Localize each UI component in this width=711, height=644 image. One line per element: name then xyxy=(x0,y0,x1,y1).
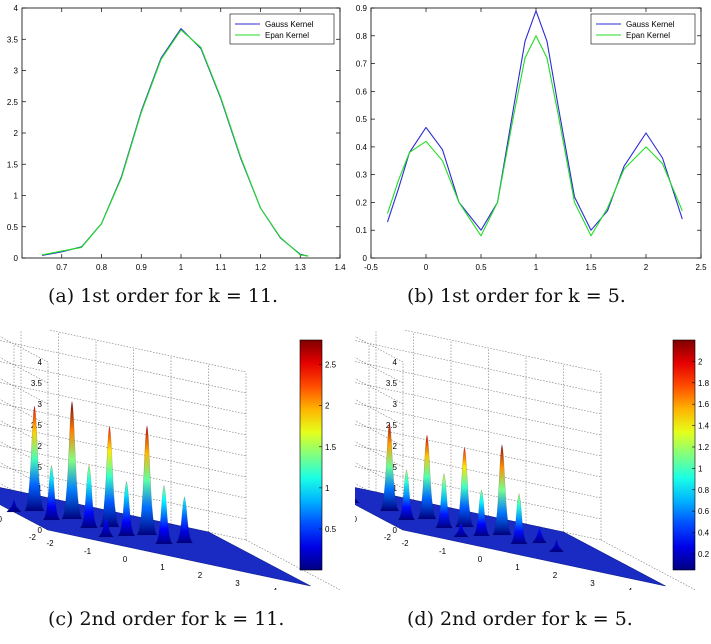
y-tick-label: 1 xyxy=(14,192,19,201)
colorbar xyxy=(673,340,695,570)
y-tick-label: 2.5 xyxy=(7,98,19,107)
caption-a: (a) 1st order for k = 11. xyxy=(48,285,278,307)
x-tick-label: 0.5 xyxy=(475,263,487,272)
y-tick-label: -2 xyxy=(29,533,37,542)
z-tick-label: 4 xyxy=(38,358,43,367)
y-tick-label: 1.5 xyxy=(7,160,19,169)
panel-b: -0.5 0 0.5 1 1.5 2 2.5 0 0.1 0.2 0.3 0.4 0.5 0.6 0.7 0.… xyxy=(355,0,711,320)
y-tick-label: 3.5 xyxy=(7,35,19,44)
colorbar-tick-label: 2 xyxy=(325,402,330,411)
y-tick-label: 0.8 xyxy=(356,32,368,41)
x-tick-label: 0 xyxy=(424,263,429,272)
x-tick-label: 2 xyxy=(644,263,649,272)
x-tick-label: 1.2 xyxy=(255,263,267,272)
caption-b: (b) 1st order for k = 5. xyxy=(407,285,626,307)
x-tick-label: 1.3 xyxy=(295,263,307,272)
z-tick-label: 2 xyxy=(393,442,398,451)
y-tick-label: 3 xyxy=(14,67,19,76)
x-tick-label: 2 xyxy=(553,571,558,580)
colorbar-tick-label: 1 xyxy=(325,484,330,493)
chart-b-line: -0.5 0 0.5 1 1.5 2 2.500.10.20.30.40.50.60.70.… xyxy=(355,0,711,275)
x-tick-label: 1.1 xyxy=(215,263,227,272)
colorbar xyxy=(300,340,322,570)
panel-a: 0.7 0.8 0.9 1 1.1 1.2 1.3 1.4 0 0.5 1 1.5 2 2.5 3 3.5 4 G… xyxy=(0,0,355,320)
colorbar-tick-label: 0.2 xyxy=(698,550,710,559)
y-tick-label: 0.5 xyxy=(356,115,368,124)
x-tick-label: 3 xyxy=(235,579,240,588)
caption-c: (c) 2nd order for k = 11. xyxy=(48,608,284,630)
x-tick-label: 1 xyxy=(179,263,184,272)
y-tick-label: 0 xyxy=(355,515,358,524)
x-tick-label: 4 xyxy=(628,587,633,590)
colorbar-tick-label: 0.8 xyxy=(698,486,710,495)
legend-label-0: Gauss Kernel xyxy=(265,20,314,29)
y-tick-label: 0.1 xyxy=(356,226,368,235)
y-tick-label: 0.6 xyxy=(356,87,368,96)
x-tick-label: 2 xyxy=(198,571,203,580)
y-tick-label: 2 xyxy=(14,129,19,138)
plot-frame xyxy=(22,8,340,258)
colorbar-tick-label: 1.5 xyxy=(325,443,337,452)
y-tick-label: 0.2 xyxy=(356,198,368,207)
y-tick-label: 4 xyxy=(14,4,19,13)
z-tick-label: 2 xyxy=(38,442,43,451)
x-tick-label: 3 xyxy=(590,579,595,588)
colorbar-tick-label: 0.6 xyxy=(698,507,710,516)
colorbar-tick-label: 1.2 xyxy=(698,443,710,452)
x-tick-label: 0 xyxy=(123,555,128,564)
x-tick-label: -2 xyxy=(401,539,409,548)
colorbar-tick-label: 2.5 xyxy=(325,361,337,370)
x-tick-label: 1.4 xyxy=(334,263,346,272)
colorbar-tick-label: 0.5 xyxy=(325,525,337,534)
y-tick-label: 0.7 xyxy=(356,60,368,69)
x-tick-label: 2.5 xyxy=(695,263,707,272)
caption-d: (d) 2nd order for k = 5. xyxy=(407,608,633,630)
y-tick-label: 0 xyxy=(0,515,3,524)
x-tick-label: 1 xyxy=(160,563,165,572)
legend-label-0: Gauss Kernel xyxy=(626,20,675,29)
colorbar-tick-label: 0.4 xyxy=(698,529,710,538)
x-tick-label: 0.7 xyxy=(56,263,68,272)
y-tick-label: 0 xyxy=(14,254,19,263)
z-tick-label: 3 xyxy=(393,400,398,409)
chart-c-surface: 00.511.522.533.54-2-1012345-20240.511.52… xyxy=(0,330,355,590)
chart-d-surface: 00.511.522.533.54-2-1012345-20240.20.40.… xyxy=(355,330,711,590)
y-tick-label: 0.9 xyxy=(356,4,368,13)
y-tick-label: 0.5 xyxy=(7,223,19,232)
y-tick-label: 0 xyxy=(363,254,368,263)
chart-a-line: 0.7 0.8 0.9 1 1.1 1.2 1.3 1.4 0 0.5 1 1.5 2 2.5 3 3.5 4 G… xyxy=(0,0,355,275)
z-tick-label: 4 xyxy=(393,358,398,367)
x-tick-label: 0.9 xyxy=(136,263,148,272)
x-tick-label: 0.8 xyxy=(96,263,108,272)
x-tick-label: -0.5 xyxy=(364,263,378,272)
z-tick-label: 3 xyxy=(38,400,43,409)
colorbar-tick-label: 1 xyxy=(698,464,703,473)
legend-label-1: Epan Kernel xyxy=(265,31,309,40)
z-tick-label: 3.5 xyxy=(31,379,43,388)
x-tick-label: 1 xyxy=(515,563,520,572)
panel-c: 00.511.522.533.54-2-1012345-20240.511.52… xyxy=(0,330,355,644)
colorbar-tick-label: 1.4 xyxy=(698,422,710,431)
x-tick-label: 0 xyxy=(478,555,483,564)
plot-frame xyxy=(371,8,701,258)
colorbar-tick-label: 2 xyxy=(698,357,703,366)
x-tick-label: -1 xyxy=(439,547,447,556)
surface-base xyxy=(355,476,666,586)
z-tick-label: 0 xyxy=(38,526,43,535)
x-tick-label: -2 xyxy=(46,539,54,548)
x-tick-label: 1.5 xyxy=(585,263,597,272)
legend-label-1: Epan Kernel xyxy=(626,31,670,40)
y-tick-label: 0.3 xyxy=(356,171,368,180)
y-tick-label: -2 xyxy=(384,533,392,542)
z-tick-label: 3.5 xyxy=(386,379,398,388)
panel-d: 00.511.522.533.54-2-1012345-20240.20.40.… xyxy=(355,330,711,644)
y-tick-label: 0.4 xyxy=(356,143,368,152)
x-tick-label: -1 xyxy=(84,547,92,556)
colorbar-tick-label: 1.6 xyxy=(698,400,710,409)
colorbar-tick-label: 1.8 xyxy=(698,379,710,388)
z-tick-label: 2.5 xyxy=(386,421,398,430)
x-tick-label: 4 xyxy=(273,587,278,590)
z-tick-label: 0 xyxy=(393,526,398,535)
x-tick-label: 1 xyxy=(534,263,539,272)
